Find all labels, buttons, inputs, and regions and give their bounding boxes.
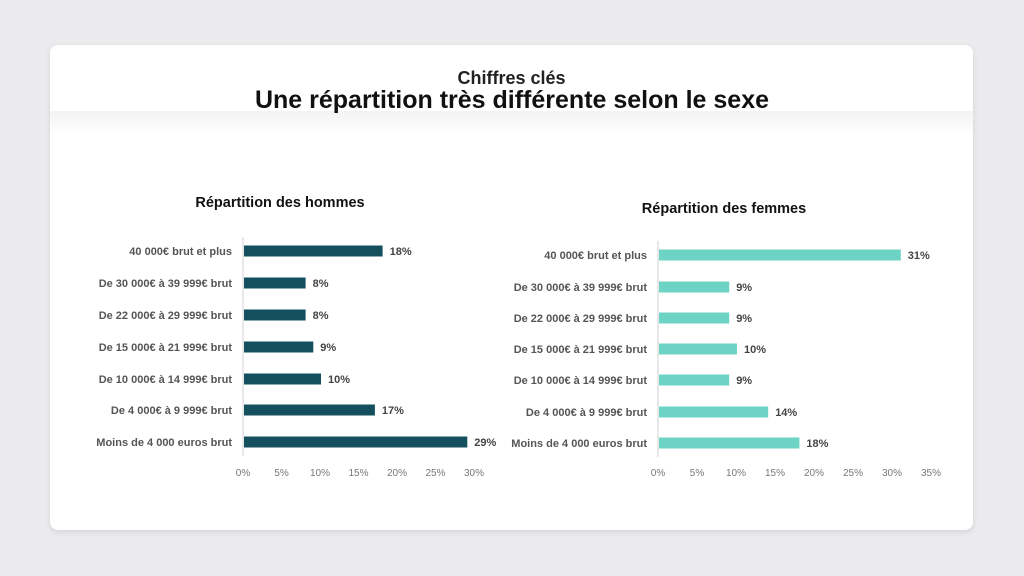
men-bar (244, 404, 375, 416)
men-bar (244, 277, 306, 289)
women-tick-label: 20% (804, 468, 824, 479)
men-value-label: 8% (313, 310, 329, 322)
men-tick-label: 30% (464, 468, 484, 479)
men-bar (244, 309, 306, 321)
women-category-label: De 4 000€ à 9 999€ brut (526, 407, 647, 419)
women-value-label: 31% (908, 250, 930, 262)
men-value-label: 18% (390, 246, 412, 258)
women-bar (659, 249, 901, 261)
men-tick-label: 25% (425, 468, 445, 479)
men-tick-label: 20% (387, 468, 407, 479)
women-tick-label: 30% (882, 468, 902, 479)
women-value-label: 10% (744, 344, 766, 356)
women-tick-label: 10% (726, 468, 746, 479)
women-bar (659, 406, 769, 418)
women-tick-label: 15% (765, 468, 785, 479)
women-category-label: 40 000€ brut et plus (544, 250, 647, 262)
men-value-label: 29% (474, 437, 496, 449)
women-tick-label: 5% (690, 468, 705, 479)
women-value-label: 9% (736, 375, 752, 387)
men-value-label: 10% (328, 374, 350, 386)
men-value-label: 17% (382, 405, 404, 417)
card-header: Chiffres clés (50, 45, 973, 112)
women-category-label: De 30 000€ à 39 999€ brut (514, 282, 648, 294)
men-bar (244, 341, 314, 353)
women-value-label: 9% (736, 282, 752, 294)
slide-title: Une répartition très différente selon le… (254, 86, 770, 114)
women-value-label: 9% (736, 313, 752, 325)
women-tick-label: 0% (651, 468, 666, 479)
men-category-label: Moins de 4 000 euros brut (96, 437, 232, 449)
men-bar (244, 373, 321, 385)
women-value-label: 14% (775, 407, 797, 419)
women-tick-label: 35% (921, 468, 941, 479)
women-tick-label: 25% (843, 468, 863, 479)
women-category-label: De 10 000€ à 14 999€ brut (514, 375, 648, 387)
women-bar (659, 343, 737, 355)
men-bar (244, 245, 383, 257)
men-tick-label: 5% (274, 468, 289, 479)
women-bar (659, 312, 730, 324)
men-tick-label: 0% (236, 468, 251, 479)
men-bar (244, 436, 468, 448)
women-chart-title: Répartition des femmes (641, 201, 807, 217)
men-category-label: De 22 000€ à 29 999€ brut (99, 310, 233, 322)
women-bar (659, 374, 730, 386)
men-category-label: 40 000€ brut et plus (129, 246, 232, 258)
card-title: Chiffres clés (457, 67, 566, 88)
men-tick-label: 15% (348, 468, 368, 479)
women-bar (659, 437, 800, 449)
men-chart-title: Répartition des hommes (195, 195, 365, 211)
women-category-label: Moins de 4 000 euros brut (511, 438, 647, 450)
men-category-label: De 30 000€ à 39 999€ brut (99, 278, 233, 290)
women-category-label: De 15 000€ à 21 999€ brut (514, 344, 648, 356)
key-figures-card: Chiffres clés (50, 45, 973, 530)
men-value-label: 8% (313, 278, 329, 290)
men-category-label: De 15 000€ à 21 999€ brut (99, 342, 233, 354)
women-bar (659, 281, 730, 293)
women-category-label: De 22 000€ à 29 999€ brut (514, 313, 648, 325)
men-value-label: 9% (320, 342, 336, 354)
women-value-label: 18% (806, 438, 828, 450)
header-shade (50, 111, 973, 135)
men-tick-label: 10% (310, 468, 330, 479)
men-category-label: De 10 000€ à 14 999€ brut (99, 374, 233, 386)
men-category-label: De 4 000€ à 9 999€ brut (111, 405, 232, 417)
